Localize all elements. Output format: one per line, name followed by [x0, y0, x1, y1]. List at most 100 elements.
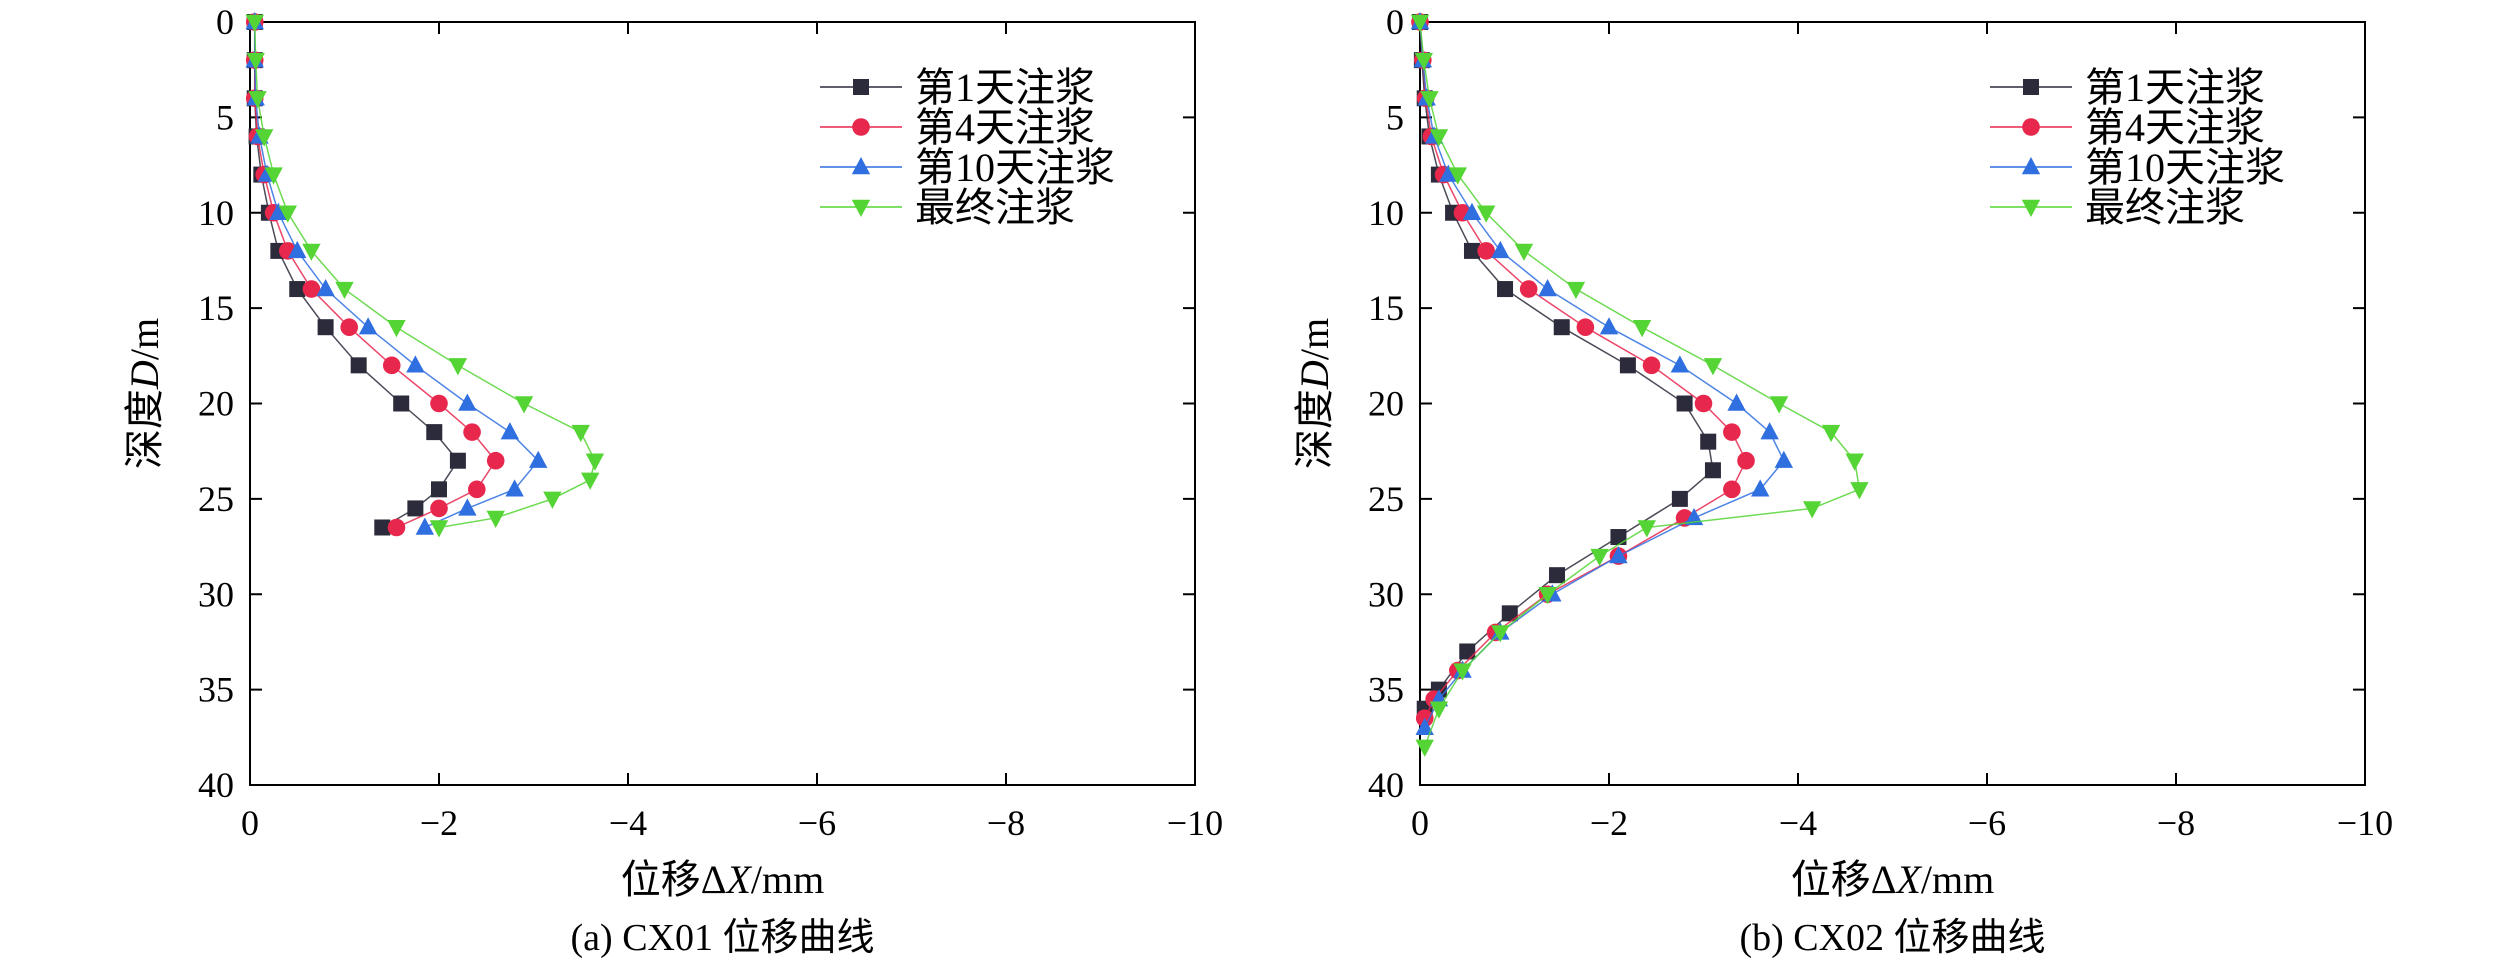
series-line — [253, 22, 497, 529]
x-axis-label: 位移ΔX/mm — [621, 857, 825, 902]
data-point — [316, 279, 335, 297]
data-point — [430, 499, 448, 518]
series-2 — [1411, 13, 1755, 728]
data-point — [430, 394, 448, 413]
legend-label: 第4天注浆 — [2085, 105, 2265, 150]
data-point — [317, 319, 334, 336]
data-point — [1576, 318, 1595, 337]
legend-label: 第4天注浆 — [915, 105, 1095, 150]
data-point — [1439, 164, 1458, 182]
data-point — [486, 510, 505, 528]
legend-marker — [853, 79, 869, 95]
data-point — [1723, 480, 1741, 499]
x-tick-label: −2 — [1590, 803, 1628, 843]
x-tick-label: −8 — [987, 803, 1025, 843]
data-point — [248, 91, 267, 109]
data-point — [393, 395, 410, 412]
y-tick-label: 40 — [1368, 765, 1404, 805]
data-point — [1497, 281, 1514, 298]
data-point — [500, 422, 520, 440]
data-point — [1415, 739, 1434, 757]
data-point — [585, 453, 605, 471]
data-point — [1590, 548, 1609, 567]
y-tick-label: 20 — [1368, 384, 1404, 424]
series-line — [253, 22, 459, 529]
data-point — [529, 450, 548, 468]
x-axis-label-unit: /mm — [751, 857, 824, 902]
y-axis-label-unit: /m — [122, 318, 167, 360]
y-tick-label: 5 — [216, 97, 234, 137]
x-tick-label: −6 — [1968, 803, 2006, 843]
data-point — [458, 393, 477, 411]
data-point — [429, 520, 449, 538]
data-point — [1549, 567, 1566, 584]
x-tick-label: −10 — [2337, 803, 2393, 843]
data-point — [1553, 319, 1570, 336]
legend-label: 第10天注浆 — [915, 145, 1115, 190]
data-point — [245, 14, 264, 33]
data-point — [1491, 625, 1510, 643]
data-point — [1566, 281, 1586, 300]
y-tick-label: 20 — [198, 384, 234, 424]
data-point — [1637, 520, 1656, 538]
data-point — [1519, 280, 1538, 298]
data-point — [448, 358, 468, 376]
data-point — [581, 472, 600, 490]
data-point — [1802, 501, 1822, 519]
series-line — [1419, 21, 1861, 748]
data-point — [468, 480, 486, 499]
legend-marker — [2021, 199, 2041, 217]
data-point — [406, 355, 425, 373]
data-point — [1501, 605, 1518, 622]
data-point — [350, 357, 367, 374]
data-point — [463, 423, 481, 441]
data-point — [1821, 424, 1841, 443]
chart-panel-2: 0 −2 −4 −6 −8 −10 0 5 10 15 20 25 30 35 40 位移ΔX/mm 深度D/m… — [1292, 2, 2393, 959]
data-point — [1619, 357, 1636, 374]
legend-label: 第10天注浆 — [2085, 145, 2285, 190]
data-point — [302, 243, 321, 261]
data-point — [387, 518, 406, 537]
x-tick-label: −8 — [2157, 803, 2195, 843]
data-point — [1727, 393, 1746, 411]
data-point — [269, 202, 288, 220]
data-point — [486, 451, 505, 470]
legend-marker — [852, 118, 870, 136]
data-point — [288, 240, 307, 259]
y-tick-label: 25 — [198, 479, 234, 519]
data-point — [1476, 205, 1496, 223]
series-line — [253, 21, 596, 529]
legend-label: 最终注浆 — [2085, 185, 2245, 230]
series-3 — [1410, 12, 1794, 735]
x-axis-label-var: X — [724, 857, 752, 902]
y-axis-label-unit: /m — [1292, 318, 1337, 360]
panel-caption: (b) CX02 位移曲线 — [1739, 917, 2045, 959]
y-tick-label: 15 — [198, 288, 234, 328]
data-point — [1538, 587, 1557, 605]
x-tick-label: −2 — [420, 803, 458, 843]
data-point — [1850, 482, 1869, 500]
series-line — [253, 22, 540, 529]
y-axis-label-var: D — [122, 360, 167, 390]
data-point — [1477, 242, 1495, 260]
data-point — [543, 491, 562, 509]
data-point — [449, 452, 466, 469]
data-point — [340, 318, 359, 337]
data-point — [514, 396, 534, 414]
data-point — [1453, 663, 1472, 681]
data-point — [1491, 240, 1510, 259]
data-point — [278, 205, 297, 223]
data-point — [1737, 451, 1755, 470]
data-point — [1599, 317, 1619, 335]
data-point — [431, 481, 447, 498]
x-axis-label: 位移ΔX/mm — [1791, 857, 1995, 902]
data-point — [335, 281, 354, 300]
data-point — [1694, 394, 1713, 413]
legend-marker — [851, 157, 871, 175]
y-tick-label: 30 — [1368, 574, 1404, 614]
y-tick-label: 15 — [1368, 288, 1404, 328]
data-point — [458, 498, 477, 516]
